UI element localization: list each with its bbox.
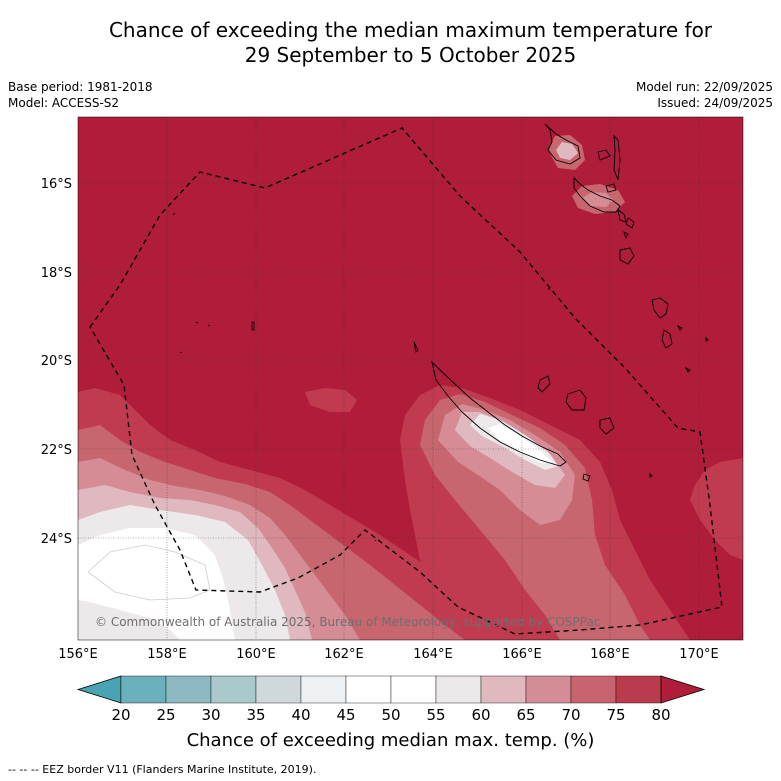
colorbar-tick-label: 60 bbox=[471, 706, 490, 724]
lon-label-156e: 156°E bbox=[58, 647, 98, 662]
colorbar-tick-label: 25 bbox=[156, 706, 175, 724]
eez-footnote: -- -- -- EEZ border V11 (Flanders Marine… bbox=[8, 763, 317, 776]
latitude-labels: 16°S 18°S 20°S 22°S 24°S bbox=[41, 177, 72, 547]
lon-label-158e: 158°E bbox=[147, 647, 187, 662]
colorbar-segment bbox=[300, 675, 347, 704]
colorbar-extend-low bbox=[76, 675, 122, 704]
lon-label-166e: 166°E bbox=[502, 647, 542, 662]
colorbar-segment bbox=[480, 675, 527, 704]
model-run: Model run: 22/09/2025 bbox=[635, 80, 773, 94]
contour-sw-bottom bbox=[78, 600, 180, 640]
colorbar-segment bbox=[435, 675, 482, 704]
colorbar-segment bbox=[165, 675, 212, 704]
contour-blob-west bbox=[305, 388, 357, 412]
colorbar-segment bbox=[570, 675, 617, 704]
map-plot: © Commonwealth of Australia 2025, Bureau… bbox=[78, 117, 743, 640]
colorbar-segment bbox=[210, 675, 257, 704]
lat-label-16s: 16°S bbox=[41, 177, 72, 192]
colorbar-tick-label: 80 bbox=[651, 706, 670, 724]
issued-date: Issued: 24/09/2025 bbox=[657, 96, 773, 110]
lat-label-22s: 22°S bbox=[41, 443, 72, 458]
mare bbox=[599, 417, 615, 435]
colorbar-label: Chance of exceeding median max. temp. (%… bbox=[186, 730, 595, 751]
colorbar-tick-label: 45 bbox=[336, 706, 355, 724]
lon-label-164e: 164°E bbox=[413, 647, 453, 662]
colorbar-extend-high bbox=[660, 675, 706, 704]
colorbar: 20 25 30 35 40 45 50 55 60 65 70 75 80 bbox=[76, 675, 706, 724]
lon-label-162e: 162°E bbox=[324, 647, 364, 662]
colorbar-tick-label: 30 bbox=[201, 706, 220, 724]
meta-right: Model run: 22/09/2025 Issued: 24/09/2025 bbox=[636, 79, 773, 111]
lifou bbox=[565, 389, 587, 411]
title-line-1: Chance of exceeding the median maximum t… bbox=[108, 18, 713, 42]
new-caledonia-island bbox=[431, 360, 567, 467]
colorbar-tick-label: 40 bbox=[291, 706, 310, 724]
colorbar-segment bbox=[390, 675, 437, 704]
meta-left: Base period: 1981-2018 Model: ACCESS-S2 bbox=[8, 79, 153, 111]
contour-nc-50 bbox=[488, 424, 552, 463]
colorbar-tick-label: 75 bbox=[606, 706, 625, 724]
colorbar-tick-label: 35 bbox=[246, 706, 265, 724]
colorbar-segment bbox=[120, 675, 167, 704]
lon-label-168e: 168°E bbox=[590, 647, 630, 662]
graticule bbox=[78, 117, 743, 640]
colorbar-tick-label: 20 bbox=[111, 706, 130, 724]
map-title: Chance of exceeding the median maximum t… bbox=[0, 18, 781, 68]
contour-vanuatu-south-inner bbox=[582, 192, 614, 207]
colorbar-tick-label: 55 bbox=[426, 706, 445, 724]
model-name: Model: ACCESS-S2 bbox=[8, 96, 120, 110]
belep-islands bbox=[413, 341, 419, 353]
base-period: Base period: 1981-2018 bbox=[8, 80, 153, 94]
longitude-labels: 156°E 158°E 160°E 162°E 164°E 166°E 168°… bbox=[58, 647, 719, 662]
small-reefs bbox=[172, 212, 551, 542]
hunter-island bbox=[649, 472, 653, 478]
colorbar-segment bbox=[525, 675, 572, 704]
colorbar-tick-label: 65 bbox=[516, 706, 535, 724]
lon-label-170e: 170°E bbox=[679, 647, 719, 662]
colorbar-segment bbox=[615, 675, 662, 704]
ouvea bbox=[537, 375, 551, 393]
colorbar-segment bbox=[255, 675, 302, 704]
colorbar-tick-label: 70 bbox=[561, 706, 580, 724]
lat-label-20s: 20°S bbox=[41, 354, 72, 369]
colorbar-segment bbox=[345, 675, 392, 704]
contour-east-75 bbox=[690, 458, 743, 560]
lat-label-24s: 24°S bbox=[41, 532, 72, 547]
contour-sw-inner bbox=[87, 544, 211, 601]
copyright-notice: © Commonwealth of Australia 2025, Bureau… bbox=[95, 615, 600, 629]
isle-of-pines bbox=[582, 473, 591, 482]
lon-label-160e: 160°E bbox=[236, 647, 276, 662]
vanuatu-islands bbox=[544, 123, 709, 373]
map-frame bbox=[77, 116, 744, 641]
lat-label-18s: 18°S bbox=[41, 266, 72, 281]
colorbar-tick-label: 50 bbox=[381, 706, 400, 724]
title-line-2: 29 September to 5 October 2025 bbox=[244, 43, 577, 67]
contour-vanuatu-north-inner bbox=[556, 142, 578, 160]
eez-border bbox=[89, 127, 723, 635]
